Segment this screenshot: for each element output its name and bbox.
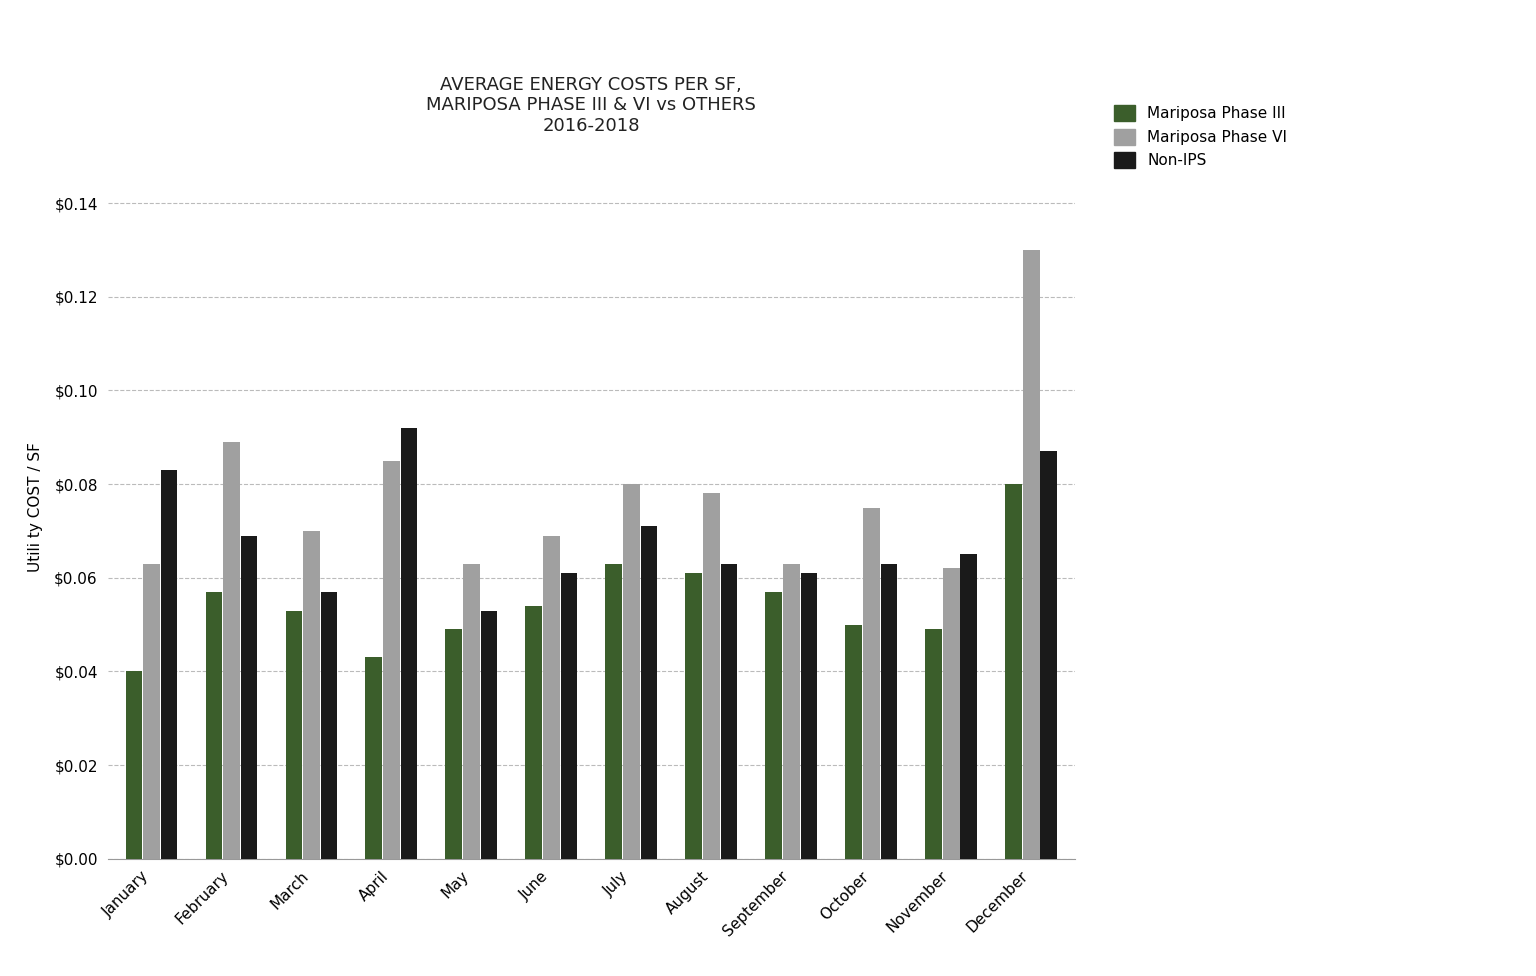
Title: AVERAGE ENERGY COSTS PER SF,
MARIPOSA PHASE III & VI vs OTHERS
2016-2018: AVERAGE ENERGY COSTS PER SF, MARIPOSA PH… <box>427 75 756 135</box>
Bar <box>685 573 702 859</box>
Bar <box>366 658 382 859</box>
Bar <box>286 611 303 859</box>
Bar <box>321 591 338 859</box>
Bar <box>800 573 817 859</box>
Bar <box>382 461 399 859</box>
Bar <box>445 630 462 859</box>
Bar <box>161 470 178 859</box>
Bar <box>223 442 240 859</box>
Bar <box>1040 451 1057 859</box>
Bar <box>481 611 498 859</box>
Bar <box>943 568 960 859</box>
Bar <box>925 630 942 859</box>
Y-axis label: Utili ty COST / SF: Utili ty COST / SF <box>28 442 43 573</box>
Bar <box>462 564 479 859</box>
Bar <box>401 427 418 859</box>
Bar <box>143 564 160 859</box>
Bar <box>303 531 319 859</box>
Bar <box>241 536 258 859</box>
Bar <box>863 508 880 859</box>
Bar <box>960 554 977 859</box>
Bar <box>880 564 897 859</box>
Bar <box>206 591 223 859</box>
Bar <box>561 573 578 859</box>
Legend: Mariposa Phase III, Mariposa Phase VI, Non-IPS: Mariposa Phase III, Mariposa Phase VI, N… <box>1114 105 1287 169</box>
Bar <box>1005 484 1021 859</box>
Bar <box>765 591 782 859</box>
Bar <box>126 671 143 859</box>
Bar <box>703 494 720 859</box>
Bar <box>845 625 862 859</box>
Bar <box>720 564 737 859</box>
Bar <box>605 564 622 859</box>
Bar <box>544 536 559 859</box>
Bar <box>525 606 542 859</box>
Bar <box>1023 250 1040 859</box>
Bar <box>624 484 639 859</box>
Bar <box>641 526 657 859</box>
Bar <box>783 564 800 859</box>
